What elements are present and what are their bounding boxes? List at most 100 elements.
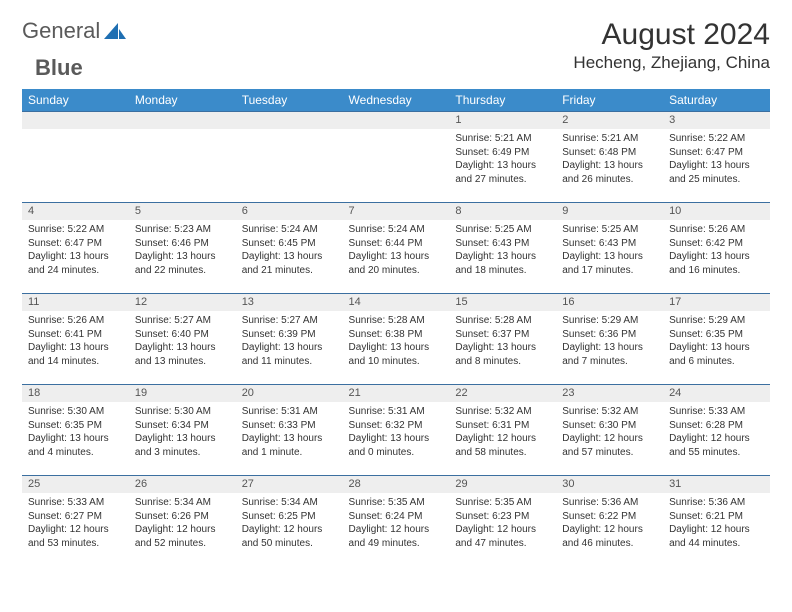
day-daylight2: and 16 minutes. — [669, 264, 764, 278]
weekday-header: Saturday — [663, 89, 770, 112]
day-body: Sunrise: 5:29 AMSunset: 6:36 PMDaylight:… — [556, 311, 663, 368]
day-number: 2 — [556, 112, 663, 129]
day-daylight2: and 57 minutes. — [562, 446, 657, 460]
day-daylight2: and 6 minutes. — [669, 355, 764, 369]
day-daylight2: and 7 minutes. — [562, 355, 657, 369]
day-daylight1: Daylight: 13 hours — [135, 432, 230, 446]
day-daylight2: and 4 minutes. — [28, 446, 123, 460]
day-daylight1: Daylight: 12 hours — [562, 432, 657, 446]
calendar-week-row: 4Sunrise: 5:22 AMSunset: 6:47 PMDaylight… — [22, 203, 770, 294]
day-number: 7 — [343, 203, 450, 220]
day-sunset: Sunset: 6:43 PM — [562, 237, 657, 251]
day-daylight2: and 22 minutes. — [135, 264, 230, 278]
day-sunrise: Sunrise: 5:31 AM — [349, 405, 444, 419]
day-daylight2: and 50 minutes. — [242, 537, 337, 551]
day-body: Sunrise: 5:32 AMSunset: 6:30 PMDaylight:… — [556, 402, 663, 459]
day-number-empty — [22, 112, 129, 129]
day-sunset: Sunset: 6:35 PM — [28, 419, 123, 433]
day-daylight2: and 14 minutes. — [28, 355, 123, 369]
day-number: 3 — [663, 112, 770, 129]
day-daylight1: Daylight: 13 hours — [135, 250, 230, 264]
day-sunset: Sunset: 6:28 PM — [669, 419, 764, 433]
day-sunset: Sunset: 6:37 PM — [455, 328, 550, 342]
day-sunrise: Sunrise: 5:35 AM — [455, 496, 550, 510]
calendar-day-cell: 16Sunrise: 5:29 AMSunset: 6:36 PMDayligh… — [556, 294, 663, 385]
day-daylight1: Daylight: 13 hours — [669, 341, 764, 355]
day-daylight1: Daylight: 12 hours — [669, 432, 764, 446]
day-sunset: Sunset: 6:33 PM — [242, 419, 337, 433]
day-body-empty — [22, 129, 129, 189]
day-sunrise: Sunrise: 5:25 AM — [562, 223, 657, 237]
logo-text-general: General — [22, 18, 100, 44]
day-sunrise: Sunrise: 5:33 AM — [28, 496, 123, 510]
day-number: 8 — [449, 203, 556, 220]
weekday-header: Wednesday — [343, 89, 450, 112]
day-number: 13 — [236, 294, 343, 311]
day-sunset: Sunset: 6:44 PM — [349, 237, 444, 251]
day-sunrise: Sunrise: 5:33 AM — [669, 405, 764, 419]
calendar-day-cell: 19Sunrise: 5:30 AMSunset: 6:34 PMDayligh… — [129, 385, 236, 476]
day-daylight2: and 21 minutes. — [242, 264, 337, 278]
day-sunset: Sunset: 6:45 PM — [242, 237, 337, 251]
day-daylight2: and 8 minutes. — [455, 355, 550, 369]
day-number: 10 — [663, 203, 770, 220]
calendar-day-cell: 15Sunrise: 5:28 AMSunset: 6:37 PMDayligh… — [449, 294, 556, 385]
day-daylight2: and 46 minutes. — [562, 537, 657, 551]
day-sunrise: Sunrise: 5:29 AM — [669, 314, 764, 328]
calendar-day-cell: 1Sunrise: 5:21 AMSunset: 6:49 PMDaylight… — [449, 112, 556, 203]
day-sunrise: Sunrise: 5:25 AM — [455, 223, 550, 237]
day-daylight2: and 3 minutes. — [135, 446, 230, 460]
day-body: Sunrise: 5:25 AMSunset: 6:43 PMDaylight:… — [449, 220, 556, 277]
day-body: Sunrise: 5:34 AMSunset: 6:25 PMDaylight:… — [236, 493, 343, 550]
calendar-day-cell: 14Sunrise: 5:28 AMSunset: 6:38 PMDayligh… — [343, 294, 450, 385]
day-daylight1: Daylight: 13 hours — [28, 341, 123, 355]
calendar-table: Sunday Monday Tuesday Wednesday Thursday… — [22, 89, 770, 567]
day-body: Sunrise: 5:32 AMSunset: 6:31 PMDaylight:… — [449, 402, 556, 459]
day-body-empty — [129, 129, 236, 189]
calendar-week-row: 1Sunrise: 5:21 AMSunset: 6:49 PMDaylight… — [22, 112, 770, 203]
calendar-day-cell: 12Sunrise: 5:27 AMSunset: 6:40 PMDayligh… — [129, 294, 236, 385]
calendar-day-cell: 21Sunrise: 5:31 AMSunset: 6:32 PMDayligh… — [343, 385, 450, 476]
logo-sail-icon — [104, 21, 126, 44]
day-number-empty — [343, 112, 450, 129]
day-sunrise: Sunrise: 5:27 AM — [242, 314, 337, 328]
day-body: Sunrise: 5:35 AMSunset: 6:23 PMDaylight:… — [449, 493, 556, 550]
day-sunset: Sunset: 6:22 PM — [562, 510, 657, 524]
calendar-day-cell: 29Sunrise: 5:35 AMSunset: 6:23 PMDayligh… — [449, 476, 556, 567]
day-body: Sunrise: 5:25 AMSunset: 6:43 PMDaylight:… — [556, 220, 663, 277]
day-sunset: Sunset: 6:38 PM — [349, 328, 444, 342]
day-daylight1: Daylight: 13 hours — [455, 250, 550, 264]
calendar-day-cell — [343, 112, 450, 203]
calendar-day-cell: 17Sunrise: 5:29 AMSunset: 6:35 PMDayligh… — [663, 294, 770, 385]
day-number: 11 — [22, 294, 129, 311]
day-body: Sunrise: 5:22 AMSunset: 6:47 PMDaylight:… — [663, 129, 770, 186]
calendar-day-cell: 9Sunrise: 5:25 AMSunset: 6:43 PMDaylight… — [556, 203, 663, 294]
day-number: 9 — [556, 203, 663, 220]
day-number: 30 — [556, 476, 663, 493]
day-daylight1: Daylight: 13 hours — [349, 250, 444, 264]
day-daylight2: and 13 minutes. — [135, 355, 230, 369]
day-sunrise: Sunrise: 5:24 AM — [349, 223, 444, 237]
calendar-day-cell: 30Sunrise: 5:36 AMSunset: 6:22 PMDayligh… — [556, 476, 663, 567]
day-number: 27 — [236, 476, 343, 493]
day-daylight2: and 1 minute. — [242, 446, 337, 460]
day-daylight1: Daylight: 12 hours — [562, 523, 657, 537]
day-sunrise: Sunrise: 5:21 AM — [455, 132, 550, 146]
calendar-day-cell: 31Sunrise: 5:36 AMSunset: 6:21 PMDayligh… — [663, 476, 770, 567]
day-sunset: Sunset: 6:24 PM — [349, 510, 444, 524]
day-daylight2: and 20 minutes. — [349, 264, 444, 278]
day-sunrise: Sunrise: 5:26 AM — [669, 223, 764, 237]
calendar-day-cell: 10Sunrise: 5:26 AMSunset: 6:42 PMDayligh… — [663, 203, 770, 294]
calendar-day-cell: 6Sunrise: 5:24 AMSunset: 6:45 PMDaylight… — [236, 203, 343, 294]
day-body: Sunrise: 5:28 AMSunset: 6:37 PMDaylight:… — [449, 311, 556, 368]
day-number: 17 — [663, 294, 770, 311]
day-sunrise: Sunrise: 5:29 AM — [562, 314, 657, 328]
day-sunset: Sunset: 6:43 PM — [455, 237, 550, 251]
day-body: Sunrise: 5:24 AMSunset: 6:44 PMDaylight:… — [343, 220, 450, 277]
day-daylight2: and 11 minutes. — [242, 355, 337, 369]
day-sunset: Sunset: 6:48 PM — [562, 146, 657, 160]
day-number: 1 — [449, 112, 556, 129]
day-number: 16 — [556, 294, 663, 311]
weekday-header: Thursday — [449, 89, 556, 112]
day-sunrise: Sunrise: 5:21 AM — [562, 132, 657, 146]
